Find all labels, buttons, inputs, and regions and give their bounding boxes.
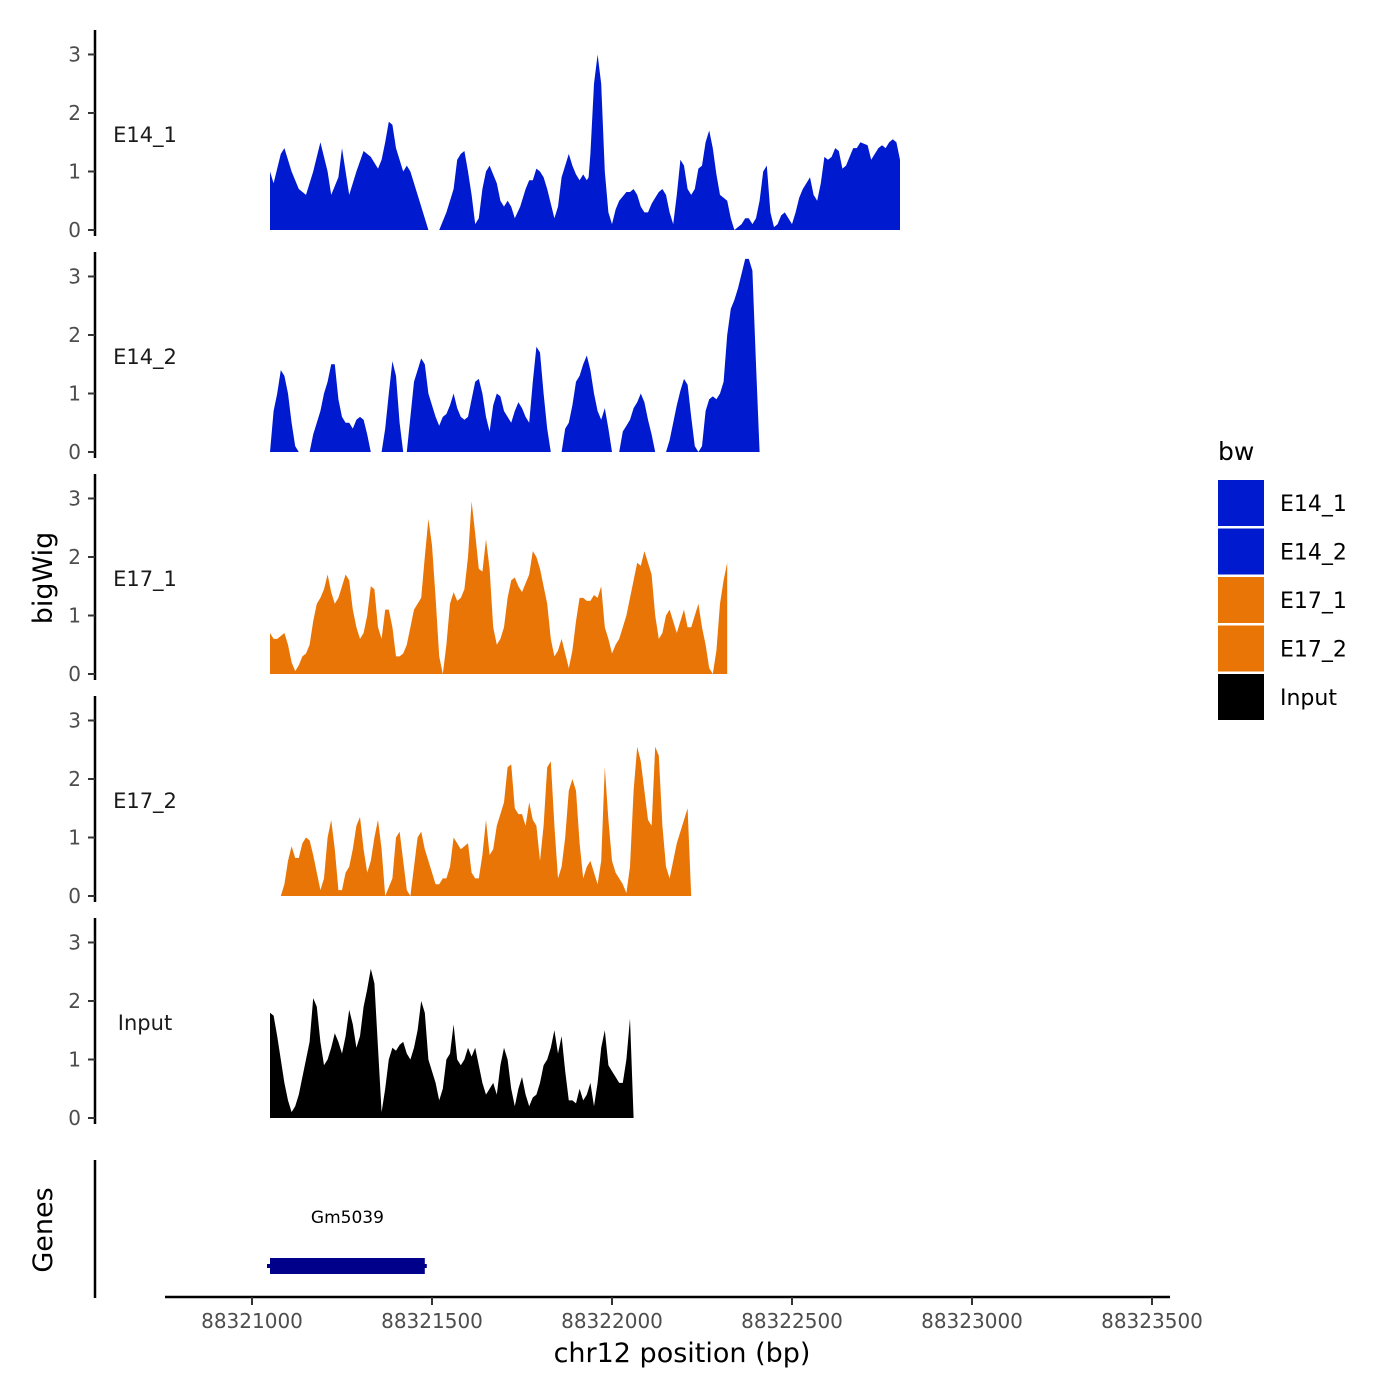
y-tick-label: 3: [68, 930, 81, 954]
x-tick-label: 88323000: [921, 1309, 1023, 1333]
y-tick-label: 0: [68, 218, 81, 242]
y-tick-label: 1: [68, 381, 81, 405]
legend-label: E14_1: [1280, 492, 1347, 517]
y-tick-label: 1: [68, 825, 81, 849]
legend-label: Input: [1280, 686, 1337, 711]
y-tick-label: 3: [68, 708, 81, 732]
signal-area-Input: [270, 968, 634, 1118]
track-label: E14_2: [113, 345, 177, 370]
track-label: Input: [118, 1011, 172, 1035]
legend-swatch: [1218, 674, 1264, 720]
signal-area-E17_1: [270, 501, 728, 674]
track-label: E17_1: [113, 567, 177, 592]
y-tick-label: 3: [68, 264, 81, 288]
y-tick-label: 0: [68, 884, 81, 908]
y-tick-label: 2: [68, 767, 81, 791]
genes-axis-title: Genes: [28, 1187, 59, 1272]
track-E14_2: 0 1 2 3 E14_2: [68, 252, 760, 464]
y-tick-label: 1: [68, 1047, 81, 1071]
x-tick-label: 88322000: [561, 1309, 663, 1333]
track-label: E14_1: [113, 123, 177, 148]
legend-swatch: [1218, 577, 1264, 623]
track-E14_1: 0 1 2 3 E14_1: [68, 30, 900, 242]
y-tick-label: 0: [68, 1106, 81, 1130]
legend-title: bw: [1218, 437, 1254, 466]
legend-label: E17_1: [1280, 589, 1347, 614]
x-tick-label: 88321000: [201, 1309, 303, 1333]
x-tick-label: 88321500: [381, 1309, 483, 1333]
x-axis-title: chr12 position (bp): [554, 1338, 811, 1369]
y-tick-label: 1: [68, 603, 81, 627]
x-axis: 88321000 88321500 88322000 88322500 88323000…: [165, 1295, 1203, 1333]
legend-swatch: [1218, 625, 1264, 672]
signal-area-E14_1: [270, 54, 900, 230]
y-tick-label: 2: [68, 989, 81, 1013]
y-tick-label: 2: [68, 545, 81, 569]
y-tick-label: 2: [68, 101, 81, 125]
y-tick-label: 2: [68, 323, 81, 347]
signal-area-E14_2: [270, 258, 760, 452]
track-E17_1: 0 1 2 3 E17_1: [68, 474, 728, 686]
x-tick-label: 88322500: [741, 1309, 843, 1333]
signal-area-E17_2: [280, 746, 692, 896]
track-label: E17_2: [113, 789, 177, 814]
bigwig-tracks: 0 1 2 3 E14_1 0 1 2 3 E14_2 0 1 2 3 E17_1 0 1 2 3 E17_2 0 1 2 3…: [68, 30, 900, 1130]
track-Input: 0 1 2 3 Input: [68, 918, 634, 1130]
y-tick-label: 3: [68, 42, 81, 66]
y-tick-label: 0: [68, 662, 81, 686]
gene-label: Gm5039: [311, 1208, 384, 1228]
track-E17_2: 0 1 2 3 E17_2: [68, 696, 692, 908]
legend-label: E14_2: [1280, 541, 1347, 566]
genes-track: Gm5039: [93, 1160, 427, 1298]
legend: bw E14_1 E14_2 E17_1 E17_2 Input: [1218, 437, 1347, 720]
y-tick-label: 0: [68, 440, 81, 464]
x-tick-label: 88323500: [1101, 1309, 1203, 1333]
legend-swatch: [1218, 528, 1264, 575]
y-tick-label: 1: [68, 159, 81, 183]
legend-label: E17_2: [1280, 638, 1347, 663]
y-axis-title: bigWig: [28, 532, 59, 625]
legend-swatch: [1218, 480, 1264, 526]
y-tick-label: 3: [68, 486, 81, 510]
